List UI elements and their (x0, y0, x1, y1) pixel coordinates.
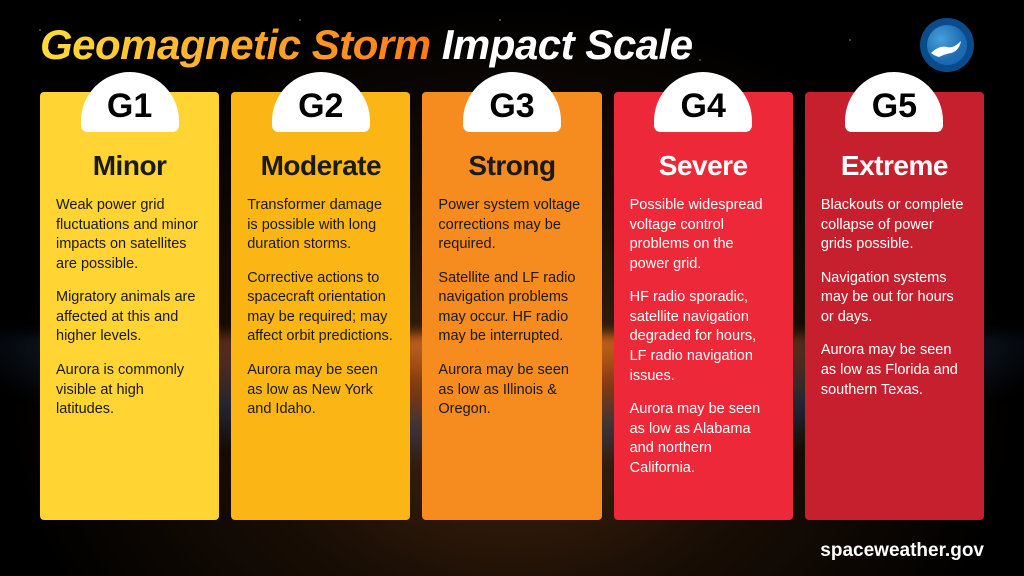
desc-paragraph: Blackouts or complete collapse of power … (821, 196, 968, 255)
desc-paragraph: Power system voltage corrections may be … (438, 196, 585, 255)
page-title: Geomagnetic Storm Impact Scale (40, 21, 693, 69)
severity-label: Extreme (821, 150, 968, 182)
desc-paragraph: Corrective actions to spacecraft orienta… (247, 269, 394, 347)
level-description: Possible widespread voltage control prob… (630, 196, 777, 478)
desc-paragraph: HF radio sporadic, satellite navigation … (630, 288, 777, 386)
desc-paragraph: Migratory animals are affected at this a… (56, 288, 203, 347)
desc-paragraph: Transformer damage is possible with long… (247, 196, 394, 255)
scale-cards-row: G1MinorWeak power grid fluctuations and … (40, 92, 984, 520)
title-accent: Geomagnetic Storm (40, 21, 431, 68)
noaa-bird-icon (925, 23, 969, 67)
level-description: Weak power grid fluctuations and minor i… (56, 196, 203, 420)
desc-paragraph: Navigation systems may be out for hours … (821, 269, 968, 328)
desc-paragraph: Weak power grid fluctuations and minor i… (56, 196, 203, 274)
level-badge: G2 (272, 72, 370, 132)
severity-label: Minor (56, 150, 203, 182)
level-code: G5 (872, 87, 917, 126)
level-code: G2 (298, 87, 343, 126)
level-badge: G5 (845, 72, 943, 132)
level-code: G4 (681, 87, 726, 126)
level-badge: G3 (463, 72, 561, 132)
header: Geomagnetic Storm Impact Scale (40, 18, 984, 72)
scale-card: G5ExtremeBlackouts or complete collapse … (805, 92, 984, 520)
desc-paragraph: Aurora may be seen as low as Alabama and… (630, 400, 777, 478)
desc-paragraph: Aurora is commonly visible at high latit… (56, 361, 203, 420)
desc-paragraph: Satellite and LF radio navigation proble… (438, 269, 585, 347)
scale-card: G2ModerateTransformer damage is possible… (231, 92, 410, 520)
title-rest: Impact Scale (431, 21, 693, 68)
scale-card: G3StrongPower system voltage corrections… (422, 92, 601, 520)
level-description: Transformer damage is possible with long… (247, 196, 394, 420)
level-badge: G1 (81, 72, 179, 132)
desc-paragraph: Aurora may be seen as low as Illinois & … (438, 361, 585, 420)
desc-paragraph: Possible widespread voltage control prob… (630, 196, 777, 274)
noaa-logo-icon (920, 18, 974, 72)
severity-label: Strong (438, 150, 585, 182)
level-code: G3 (489, 87, 534, 126)
severity-label: Moderate (247, 150, 394, 182)
scale-card: G1MinorWeak power grid fluctuations and … (40, 92, 219, 520)
level-description: Blackouts or complete collapse of power … (821, 196, 968, 400)
level-badge: G4 (654, 72, 752, 132)
level-description: Power system voltage corrections may be … (438, 196, 585, 420)
severity-label: Severe (630, 150, 777, 182)
desc-paragraph: Aurora may be seen as low as Florida and… (821, 341, 968, 400)
level-code: G1 (107, 87, 152, 126)
scale-card: G4SeverePossible widespread voltage cont… (614, 92, 793, 520)
footer-source: spaceweather.gov (820, 540, 984, 562)
desc-paragraph: Aurora may be seen as low as New York an… (247, 361, 394, 420)
